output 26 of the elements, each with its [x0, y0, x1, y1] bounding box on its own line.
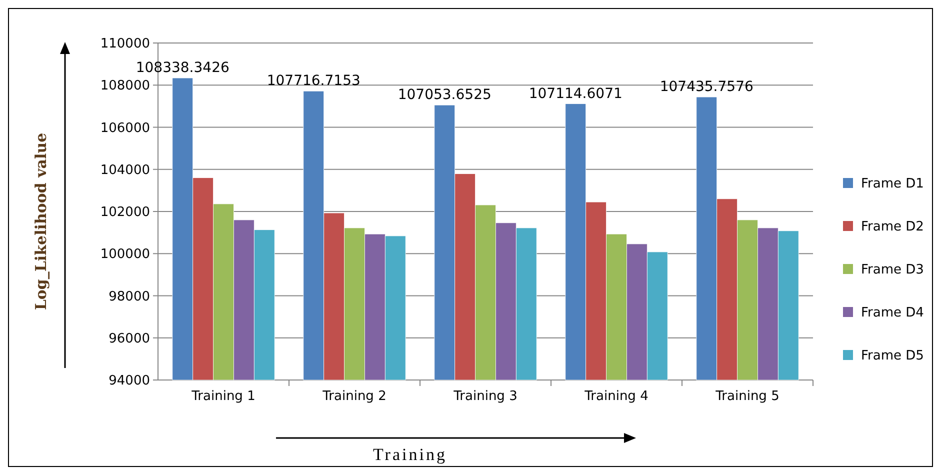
data-label: 107114.6071	[528, 86, 622, 102]
y-tick-label: 104000	[100, 162, 150, 178]
y-tick-label: 96000	[108, 331, 150, 346]
x-tick-label: Training 4	[584, 389, 648, 404]
x-axis-title: Training	[373, 445, 447, 464]
x-tick-label: Training 1	[190, 389, 256, 404]
legend-label: Frame D4	[861, 306, 924, 321]
x-tick-label: Training 3	[452, 389, 518, 404]
data-label: 107716.7153	[266, 73, 360, 90]
x-tick-label: Training 5	[714, 389, 780, 404]
y-tick-label: 108000	[100, 78, 150, 94]
y-axis-title: Log_Likelihood value	[32, 132, 50, 310]
data-label: 107435.7576	[660, 79, 754, 96]
y-tick-label: 98000	[108, 289, 150, 304]
x-tick-label: Training 2	[322, 389, 386, 404]
legend-label: Frame D3	[861, 262, 924, 278]
y-tick-label: 106000	[100, 120, 150, 136]
legend-label: Frame D2	[861, 220, 924, 235]
data-label: 107053.6525	[398, 87, 492, 104]
y-tick-label: 94000	[108, 374, 150, 389]
legend-label: Frame D1	[861, 176, 924, 192]
y-tick-label: 102000	[100, 205, 150, 220]
data-label: 108338.3426	[136, 60, 230, 76]
legend-label: Frame D5	[861, 348, 924, 364]
y-tick-label: 100000	[100, 247, 150, 262]
y-tick-label: 110000	[100, 36, 150, 52]
